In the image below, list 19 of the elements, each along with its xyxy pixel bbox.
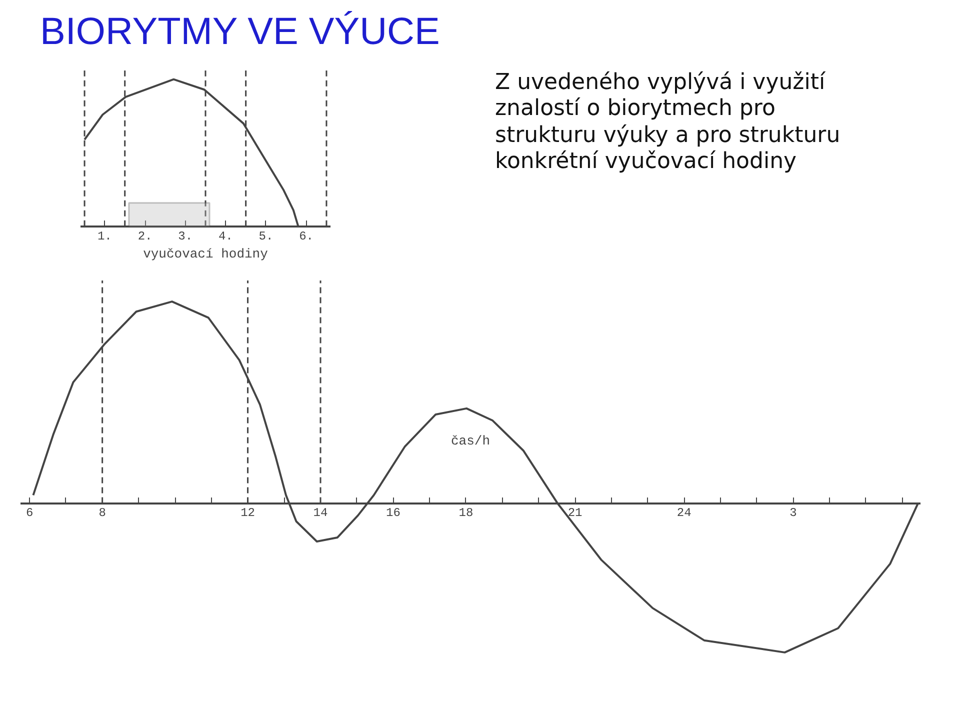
x-tick-label: 5.: [258, 229, 274, 244]
x-tick-label: 12: [240, 506, 255, 520]
x-tick-label: 2.: [138, 229, 152, 244]
x-tick-label: 18: [458, 506, 474, 520]
chart-title: BIORYTMY VE VÝUCE: [40, 10, 440, 55]
x-axis-title: čas/h: [450, 434, 490, 448]
x-tick-label: 1.: [97, 229, 112, 244]
x-tick-label: 14: [313, 506, 328, 520]
x-tick-label: 6: [26, 506, 34, 520]
x-tick-label: 4.: [218, 229, 233, 244]
x-tick-label: 16: [386, 506, 400, 520]
x-tick-label: 3: [790, 506, 797, 520]
x-tick-label: 8: [98, 506, 106, 520]
x-tick-label: 3.: [178, 229, 193, 244]
x-tick-label: 24: [676, 506, 692, 520]
x-tick-label: 6.: [299, 229, 314, 244]
x-axis-title: vyučovací hodiny: [143, 246, 268, 262]
text: Z uvedeného vyplývá i využití znalostí o biorytmech pro strukturu výuky a pro strukturu konkrétní vyučovací hodiny: [495, 70, 842, 176]
x-tick-label: 21: [568, 506, 582, 520]
